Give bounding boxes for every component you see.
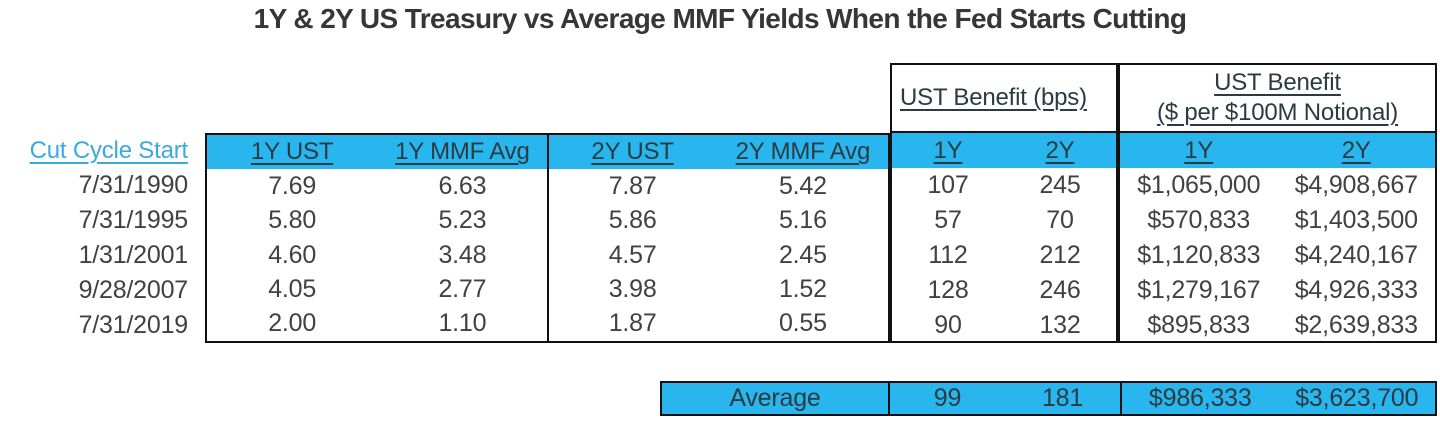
bps-cell: 245 xyxy=(1039,171,1081,199)
average-usd-cells: $986,333 $3,623,700 xyxy=(1122,383,1435,414)
table-row: $1,065,000 $4,908,667 xyxy=(1120,168,1435,203)
col-header-usd-1y: 1Y xyxy=(1184,136,1214,164)
average-bps-1y: 99 xyxy=(933,384,962,412)
col-header-2y-ust: 2Y UST xyxy=(591,138,674,166)
yield-cell: 7.69 xyxy=(268,171,317,200)
yields-header-row: 1Y UST 1Y MMF Avg 2Y UST 2Y MMF Avg xyxy=(207,135,888,170)
table-row: 5.80 5.23 5.86 5.16 xyxy=(207,204,888,238)
col-header-2y-mmf-avg: 2Y MMF Avg xyxy=(735,138,871,166)
bps-benefit-table: UST Benefit (bps) 1Y 2Y 107 245 57 70 11… xyxy=(890,63,1118,343)
yield-cell: 1.10 xyxy=(438,309,487,338)
table-row: 7.69 6.63 7.87 5.42 xyxy=(207,169,888,203)
yield-cell: 2.45 xyxy=(778,240,827,269)
usd-cell: $570,833 xyxy=(1147,206,1251,234)
table-row: 2.00 1.10 1.87 0.55 xyxy=(207,306,888,340)
yield-cell: 2.00 xyxy=(268,309,317,338)
notional-benefit-table: UST Benefit ($ per $100M Notional) 1Y 2Y… xyxy=(1118,63,1437,343)
date-cell: 1/31/2001 xyxy=(78,241,189,269)
usd-cell: $4,908,667 xyxy=(1294,171,1418,199)
col-header-usd-2y: 2Y xyxy=(1341,136,1371,164)
table-row: 57 70 xyxy=(892,203,1116,238)
table-row: $895,833 $2,639,833 xyxy=(1120,308,1435,343)
average-row: Average 99 181 $986,333 $3,623,700 xyxy=(660,381,1437,416)
table-row: 107 245 xyxy=(892,168,1116,203)
average-usd-1y: $986,333 xyxy=(1148,384,1252,412)
bps-cell: 128 xyxy=(927,276,969,304)
col-header-bps-1y: 1Y xyxy=(933,136,963,164)
usd-cell: $1,279,167 xyxy=(1137,276,1261,304)
yield-cell: 5.16 xyxy=(778,206,827,235)
usd-cell: $1,065,000 xyxy=(1137,171,1261,199)
bps-cell: 70 xyxy=(1046,206,1074,234)
col-header-bps-2y: 2Y xyxy=(1045,136,1075,164)
yield-cell: 6.63 xyxy=(438,171,487,200)
yield-cell: 3.98 xyxy=(608,274,657,303)
yield-cell: 3.48 xyxy=(438,240,487,269)
yield-cell: 4.57 xyxy=(608,240,657,269)
yield-cell: 7.87 xyxy=(608,171,657,200)
yield-cell: 5.86 xyxy=(608,206,657,235)
date-cell: 7/31/2019 xyxy=(78,311,189,339)
yield-cell: 5.23 xyxy=(438,206,487,235)
notional-header-row: 1Y 2Y xyxy=(1120,133,1435,168)
usd-cell: $1,403,500 xyxy=(1294,206,1418,234)
bps-header-row: 1Y 2Y xyxy=(892,133,1116,168)
table-row: 128 246 xyxy=(892,273,1116,308)
yield-cell: 2.77 xyxy=(438,274,487,303)
table-row: $570,833 $1,403,500 xyxy=(1120,203,1435,238)
average-label: Average xyxy=(729,384,821,412)
average-usd-2y: $3,623,700 xyxy=(1295,384,1419,412)
average-bps-cells: 99 181 xyxy=(890,383,1122,414)
bps-cell: 112 xyxy=(928,241,968,269)
date-cell: 7/31/1990 xyxy=(78,171,189,199)
date-cell: 7/31/1995 xyxy=(78,206,189,234)
page-title: 1Y & 2Y US Treasury vs Average MMF Yield… xyxy=(253,3,1187,34)
usd-cell: $4,926,333 xyxy=(1294,276,1418,304)
yield-cell: 5.80 xyxy=(268,206,317,235)
average-bps-2y: 181 xyxy=(1041,384,1084,412)
yields-table: 1Y UST 1Y MMF Avg 2Y UST 2Y MMF Avg 7.69… xyxy=(205,133,890,343)
notional-header-line1: UST Benefit xyxy=(1214,69,1341,96)
cut-cycle-start-label: Cut Cycle Start xyxy=(0,133,189,168)
bps-cell: 107 xyxy=(927,171,969,199)
bps-cell: 90 xyxy=(934,311,962,339)
yield-cell: 4.05 xyxy=(268,274,317,303)
date-cell: 9/28/2007 xyxy=(78,276,189,304)
yield-cell: 1.87 xyxy=(608,309,657,338)
table-row: 90 132 xyxy=(892,308,1116,343)
bps-cell: 246 xyxy=(1039,276,1081,304)
notional-group-header: UST Benefit ($ per $100M Notional) xyxy=(1120,65,1435,133)
yield-cell: 1.52 xyxy=(778,274,827,303)
col-header-1y-ust: 1Y UST xyxy=(250,138,334,166)
usd-cell: $1,120,833 xyxy=(1137,241,1261,269)
date-column: 7/31/1990 7/31/1995 1/31/2001 9/28/2007 … xyxy=(0,168,189,343)
usd-cell: $2,639,833 xyxy=(1294,311,1418,339)
cut-cycle-start-text: Cut Cycle Start xyxy=(29,136,189,164)
table-row: 4.60 3.48 4.57 2.45 xyxy=(207,238,888,272)
average-label-cell: Average xyxy=(662,383,890,414)
table-row: 112 212 xyxy=(892,238,1116,273)
col-header-1y-mmf-avg: 1Y MMF Avg xyxy=(395,138,530,166)
yield-cell: 4.60 xyxy=(268,240,317,269)
usd-cell: $4,240,167 xyxy=(1294,241,1418,269)
table-row: 4.05 2.77 3.98 1.52 xyxy=(207,272,888,306)
yield-cell: 5.42 xyxy=(778,171,827,200)
bps-group-header: UST Benefit (bps) xyxy=(892,65,1116,133)
notional-header-line2: ($ per $100M Notional) xyxy=(1156,99,1399,126)
bps-cell: 212 xyxy=(1039,241,1081,269)
bps-cell: 132 xyxy=(1039,311,1081,339)
table-row: $1,279,167 $4,926,333 xyxy=(1120,273,1435,308)
table-row: $1,120,833 $4,240,167 xyxy=(1120,238,1435,273)
usd-cell: $895,833 xyxy=(1147,311,1251,339)
bps-cell: 57 xyxy=(934,206,962,234)
yield-cell: 0.55 xyxy=(778,309,827,338)
